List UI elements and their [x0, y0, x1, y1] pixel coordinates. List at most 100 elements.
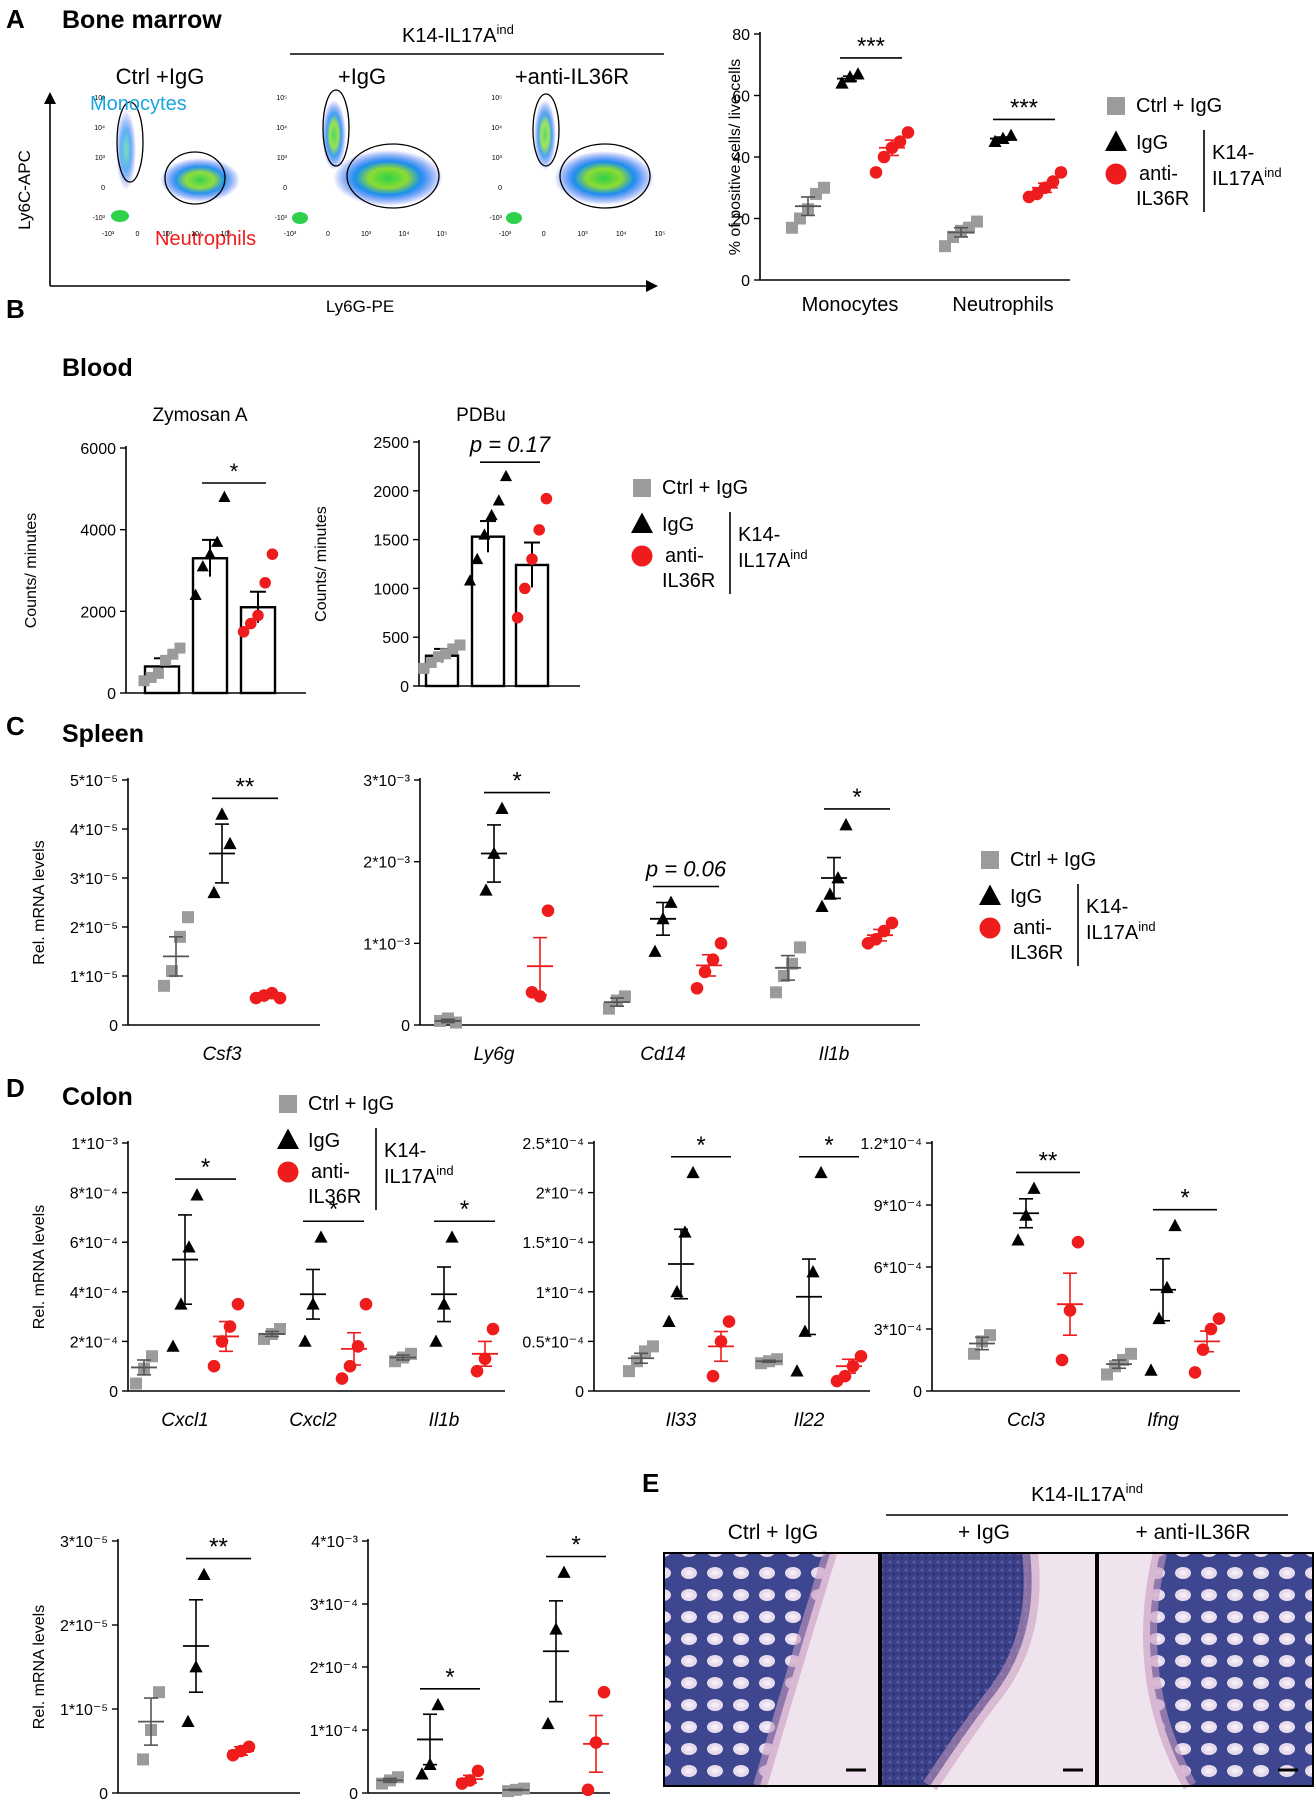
- y-axis-label: % of positive cells/ live cells: [727, 59, 744, 256]
- ctrl-point: [160, 654, 172, 666]
- ctrl-point: [418, 662, 430, 674]
- igg-point: [211, 535, 224, 547]
- ctrl-point: [392, 1771, 404, 1784]
- igg-point: [479, 883, 493, 896]
- anti-point: [252, 609, 264, 622]
- igg-point: [181, 1714, 195, 1727]
- flow-y-tick: 0: [498, 185, 502, 192]
- y-tick-label: 3*10⁻⁴: [310, 1597, 358, 1614]
- y-tick-label: 3*10⁻⁵: [70, 871, 118, 888]
- flow-y-tick: 10⁵: [491, 95, 502, 102]
- flow-y-tick: 10⁴: [94, 125, 105, 132]
- significance-label: **: [1039, 1147, 1058, 1174]
- histology-image-anti: [1097, 1551, 1314, 1790]
- chart-D-colon2: 0 0.5*10⁻⁴ 1*10⁻⁴ 1.5*10⁻⁴ 2*10⁻⁴ 2.5*10⁻⁴ Il3…: [522, 1132, 870, 1431]
- anti-point: [526, 553, 538, 565]
- legend: Ctrl + IgG IgG anti- IL36R K14-IL17Aind: [277, 1093, 454, 1210]
- ctrl-point: [166, 965, 178, 978]
- panel-e-letter: E: [642, 1468, 659, 1498]
- anti-point: [901, 126, 915, 139]
- legend-ctrl-label: Ctrl + IgG: [1136, 95, 1222, 117]
- igg-point: [415, 1767, 429, 1780]
- anti-point: [533, 524, 545, 536]
- igg-point: [492, 494, 505, 506]
- flow-y-tick: 10⁵: [94, 95, 105, 102]
- flow-x-tick: -10³: [102, 231, 115, 238]
- anti-point: [335, 1372, 349, 1385]
- anti-point: [885, 916, 899, 930]
- y-tick-label: 0: [401, 1018, 410, 1035]
- panel-a-letter: A: [6, 4, 25, 34]
- panel-d-letter: D: [6, 1073, 25, 1103]
- igg-point: [499, 469, 513, 482]
- flow-y-tick: -10³: [490, 215, 503, 222]
- anti-point: [581, 1783, 595, 1797]
- x-category-label: Ifng: [1147, 1410, 1179, 1431]
- igg-point: [431, 1697, 445, 1711]
- flow-plot-title: +IgG: [338, 64, 386, 89]
- flow-plot-2: [290, 89, 443, 224]
- igg-point: [190, 1188, 204, 1201]
- anti-point: [207, 1359, 221, 1373]
- y-axis-label: Counts/ minutes: [313, 506, 330, 622]
- y-tick-label: 1*10⁻³: [363, 936, 410, 953]
- significance-label: *: [852, 784, 861, 811]
- flow-x-tick: 10⁴: [616, 231, 627, 238]
- y-tick-label: 0: [99, 1786, 108, 1803]
- igg-point: [203, 547, 217, 560]
- anti-point: [1188, 1366, 1202, 1379]
- y-tick-label: 6000: [80, 441, 116, 458]
- chart-C-csf3: 0 1*10⁻⁵ 2*10⁻⁵ 3*10⁻⁵ 4*10⁻⁵ 5*10⁻⁵ Rel. mRNA…: [31, 773, 320, 1065]
- y-tick-label: 2*10⁻⁴: [310, 1660, 358, 1677]
- ctrl-point: [771, 1353, 783, 1366]
- flow-x-arrow: [646, 280, 658, 292]
- ctrl-point: [447, 643, 459, 655]
- anti-point: [1204, 1322, 1218, 1336]
- flow-y-tick: 10⁵: [276, 95, 287, 102]
- neutrophils-label: Neutrophils: [155, 228, 256, 250]
- anti-point: [690, 981, 704, 995]
- y-tick-label: 0: [107, 686, 116, 703]
- igg-point: [218, 490, 231, 502]
- anti-point: [1212, 1312, 1226, 1325]
- igg-point: [298, 1334, 312, 1347]
- significance-label: **: [209, 1534, 228, 1561]
- x-category-label: Il1b: [819, 1044, 850, 1065]
- igg-point: [839, 818, 853, 831]
- anti-point: [854, 1349, 868, 1363]
- y-tick-label: 2*10⁻³: [363, 855, 410, 872]
- significance-label: ***: [857, 33, 885, 60]
- anti-point: [242, 1740, 256, 1754]
- ctrl-point: [279, 1095, 297, 1113]
- ctrl-point: [174, 642, 186, 654]
- igg-point: [1144, 1363, 1158, 1376]
- anti-point: [533, 990, 547, 1003]
- ctrl-point: [454, 639, 466, 651]
- histology-label: + anti-IL36R: [1136, 1521, 1251, 1544]
- ctrl-point: [971, 215, 983, 228]
- ctrl-point: [137, 1753, 149, 1766]
- igg-point: [790, 1364, 804, 1377]
- chart-D-colon1: 0 2*10⁻⁴ 4*10⁻⁴ 6*10⁻⁴ 8*10⁻⁴ 1*10⁻³ Rel. mRNA…: [31, 1136, 505, 1431]
- flow-plot-3: [505, 92, 660, 224]
- anti-point: [541, 904, 555, 917]
- y-tick-label: 1000: [373, 581, 409, 598]
- y-tick-label: 60: [732, 89, 750, 106]
- ctrl-point: [786, 957, 798, 970]
- igg-point: [851, 67, 865, 80]
- igg-point: [471, 552, 484, 565]
- legend-group-label: IL17Aind: [738, 547, 808, 572]
- anti-point: [245, 617, 257, 630]
- flow-y-arrow: [44, 92, 56, 104]
- legend-anti-label: IL36R: [308, 1186, 361, 1208]
- igg-point: [686, 1165, 700, 1179]
- y-tick-label: 0.5*10⁻⁴: [522, 1334, 584, 1351]
- y-tick-label: 0: [349, 1786, 358, 1803]
- y-tick-label: 4*10⁻⁴: [70, 1285, 118, 1302]
- legend-group-label: K14-: [1212, 142, 1254, 164]
- anti-point: [343, 1359, 357, 1373]
- igg-point: [662, 1314, 676, 1327]
- significance-label: *: [1180, 1185, 1189, 1212]
